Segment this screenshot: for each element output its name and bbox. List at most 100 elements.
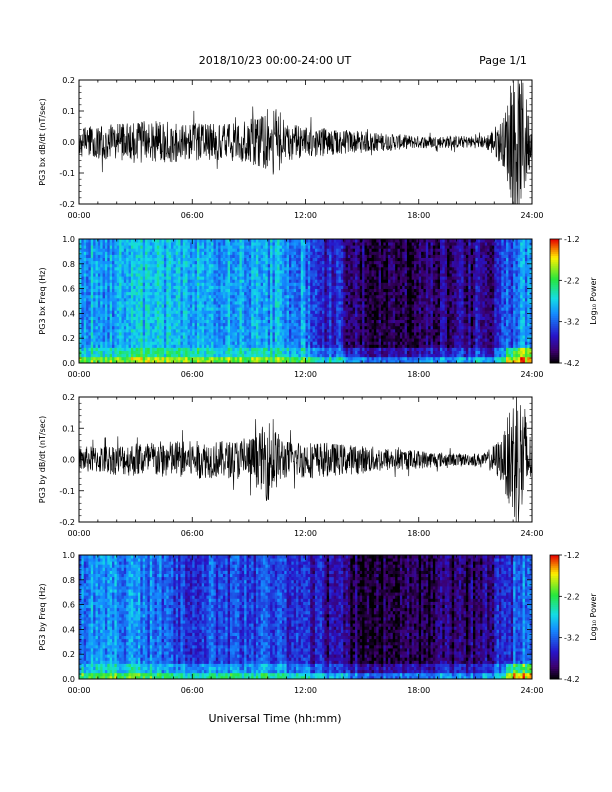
spectrogram-cell <box>95 276 99 280</box>
spectrogram-cell <box>237 353 240 358</box>
spectrogram-cell <box>119 263 122 268</box>
spectrogram-cell <box>185 304 188 308</box>
spectrogram-cell <box>137 297 141 302</box>
spectrogram-cell <box>166 335 170 339</box>
spectrogram-cell <box>199 263 203 268</box>
spectrogram-cell <box>338 294 342 299</box>
spectrogram-cell <box>109 245 113 249</box>
spectrogram-cell <box>263 325 266 330</box>
spectrogram-cell <box>258 310 262 314</box>
spectrogram-cell <box>272 359 276 364</box>
spectrogram-cell <box>310 248 313 252</box>
spectrogram-cell <box>213 273 217 277</box>
spectrogram-cell <box>291 319 295 324</box>
spectrogram-cell <box>307 279 311 283</box>
spectrogram-cell <box>102 291 106 296</box>
spectrogram-cell <box>102 325 106 330</box>
spectrogram-cell <box>159 316 162 320</box>
spectrogram-cell <box>189 341 193 345</box>
spectrogram-cell <box>116 263 120 268</box>
spectrogram-cell <box>149 273 153 277</box>
spectrogram-cell <box>322 310 325 314</box>
spectrogram-cell <box>253 347 257 351</box>
spectrogram-cell <box>246 260 250 265</box>
spectrogram-cell <box>246 328 250 333</box>
spectrogram-cell <box>154 350 158 355</box>
spectrogram-cell <box>171 319 174 324</box>
spectrogram-cell <box>189 353 193 358</box>
spectrogram-cell <box>350 239 354 243</box>
spectrogram-cell <box>79 325 82 330</box>
spectrogram-cell <box>293 276 297 280</box>
spectrogram-cell <box>227 319 231 324</box>
spectrogram-cell <box>137 338 141 342</box>
spectrogram-cell <box>239 350 243 355</box>
spectrogram-cell <box>163 263 167 268</box>
spectrogram-cell <box>90 251 94 255</box>
spectrogram-cell <box>182 266 186 271</box>
spectrogram-cell <box>319 254 323 258</box>
spectrogram-cell <box>173 307 177 311</box>
spectrogram-cell <box>152 341 155 345</box>
spectrogram-cell <box>185 353 188 358</box>
spectrogram-cell <box>340 294 344 299</box>
spectrogram-cell <box>230 347 233 351</box>
spectrogram-cell <box>263 347 266 351</box>
spectrogram-cell <box>104 245 108 249</box>
spectrogram-cell <box>152 332 155 336</box>
spectrogram-cell <box>347 301 351 305</box>
spectrogram-cell <box>305 356 309 361</box>
spectrogram-cell <box>298 350 302 355</box>
spectrogram-cell <box>126 319 129 324</box>
spectrogram-cell <box>303 304 306 308</box>
spectrogram-cell <box>258 307 262 311</box>
spectrogram-cell <box>260 328 264 333</box>
spectrogram-cell <box>166 239 170 243</box>
spectrogram-cell <box>312 307 316 311</box>
spectrogram-cell <box>230 251 233 255</box>
spectrogram-cell <box>180 356 184 361</box>
spectrogram-cell <box>338 282 342 286</box>
spectrogram-cell <box>97 353 101 358</box>
spectrogram-cell <box>171 254 174 258</box>
spectrogram-cell <box>187 291 191 296</box>
spectrogram-cell <box>279 276 283 280</box>
spectrogram-cell <box>88 350 92 355</box>
spectrogram-cell <box>211 270 214 274</box>
spectrogram-cell <box>201 350 205 355</box>
spectrogram-cell <box>163 257 167 262</box>
spectrogram-cell <box>128 263 132 268</box>
spectrogram-cell <box>97 294 101 299</box>
spectrogram-cell <box>350 276 354 280</box>
spectrogram-cell <box>340 335 344 339</box>
spectrogram-cell <box>300 242 304 246</box>
spectrogram-cell <box>204 273 207 277</box>
spectrogram-cell <box>116 341 120 345</box>
spectrogram-cell <box>303 266 306 271</box>
spectrogram-cell <box>279 282 283 286</box>
spectrogram-cell <box>314 285 318 289</box>
spectrogram-cell <box>97 307 101 311</box>
spectrogram-cell <box>322 285 325 289</box>
spectrogram-cell <box>206 322 210 327</box>
spectrogram-cell <box>324 239 328 243</box>
spectrogram-cell <box>130 313 134 317</box>
spectrogram-cell <box>331 353 335 358</box>
spectrogram-cells <box>79 239 533 364</box>
spectrogram-cell <box>225 328 229 333</box>
spectrogram-cell <box>192 266 196 271</box>
spectrogram-cell <box>307 301 311 305</box>
spectrogram-cell <box>211 257 214 262</box>
spectrogram-cell <box>232 282 236 286</box>
spectrogram-cell <box>359 270 363 274</box>
spectrogram-cell <box>119 353 122 358</box>
spectrogram-cell <box>152 316 155 320</box>
spectrogram-cell <box>307 248 311 252</box>
spectrogram-cell <box>357 307 361 311</box>
spectrogram-cell <box>152 288 155 293</box>
spectrogram-cell <box>343 359 347 364</box>
spectrogram-cell <box>277 325 280 330</box>
spectrogram-cell <box>130 266 134 271</box>
spectrogram-cell <box>112 273 115 277</box>
spectrogram-cell <box>359 338 363 342</box>
